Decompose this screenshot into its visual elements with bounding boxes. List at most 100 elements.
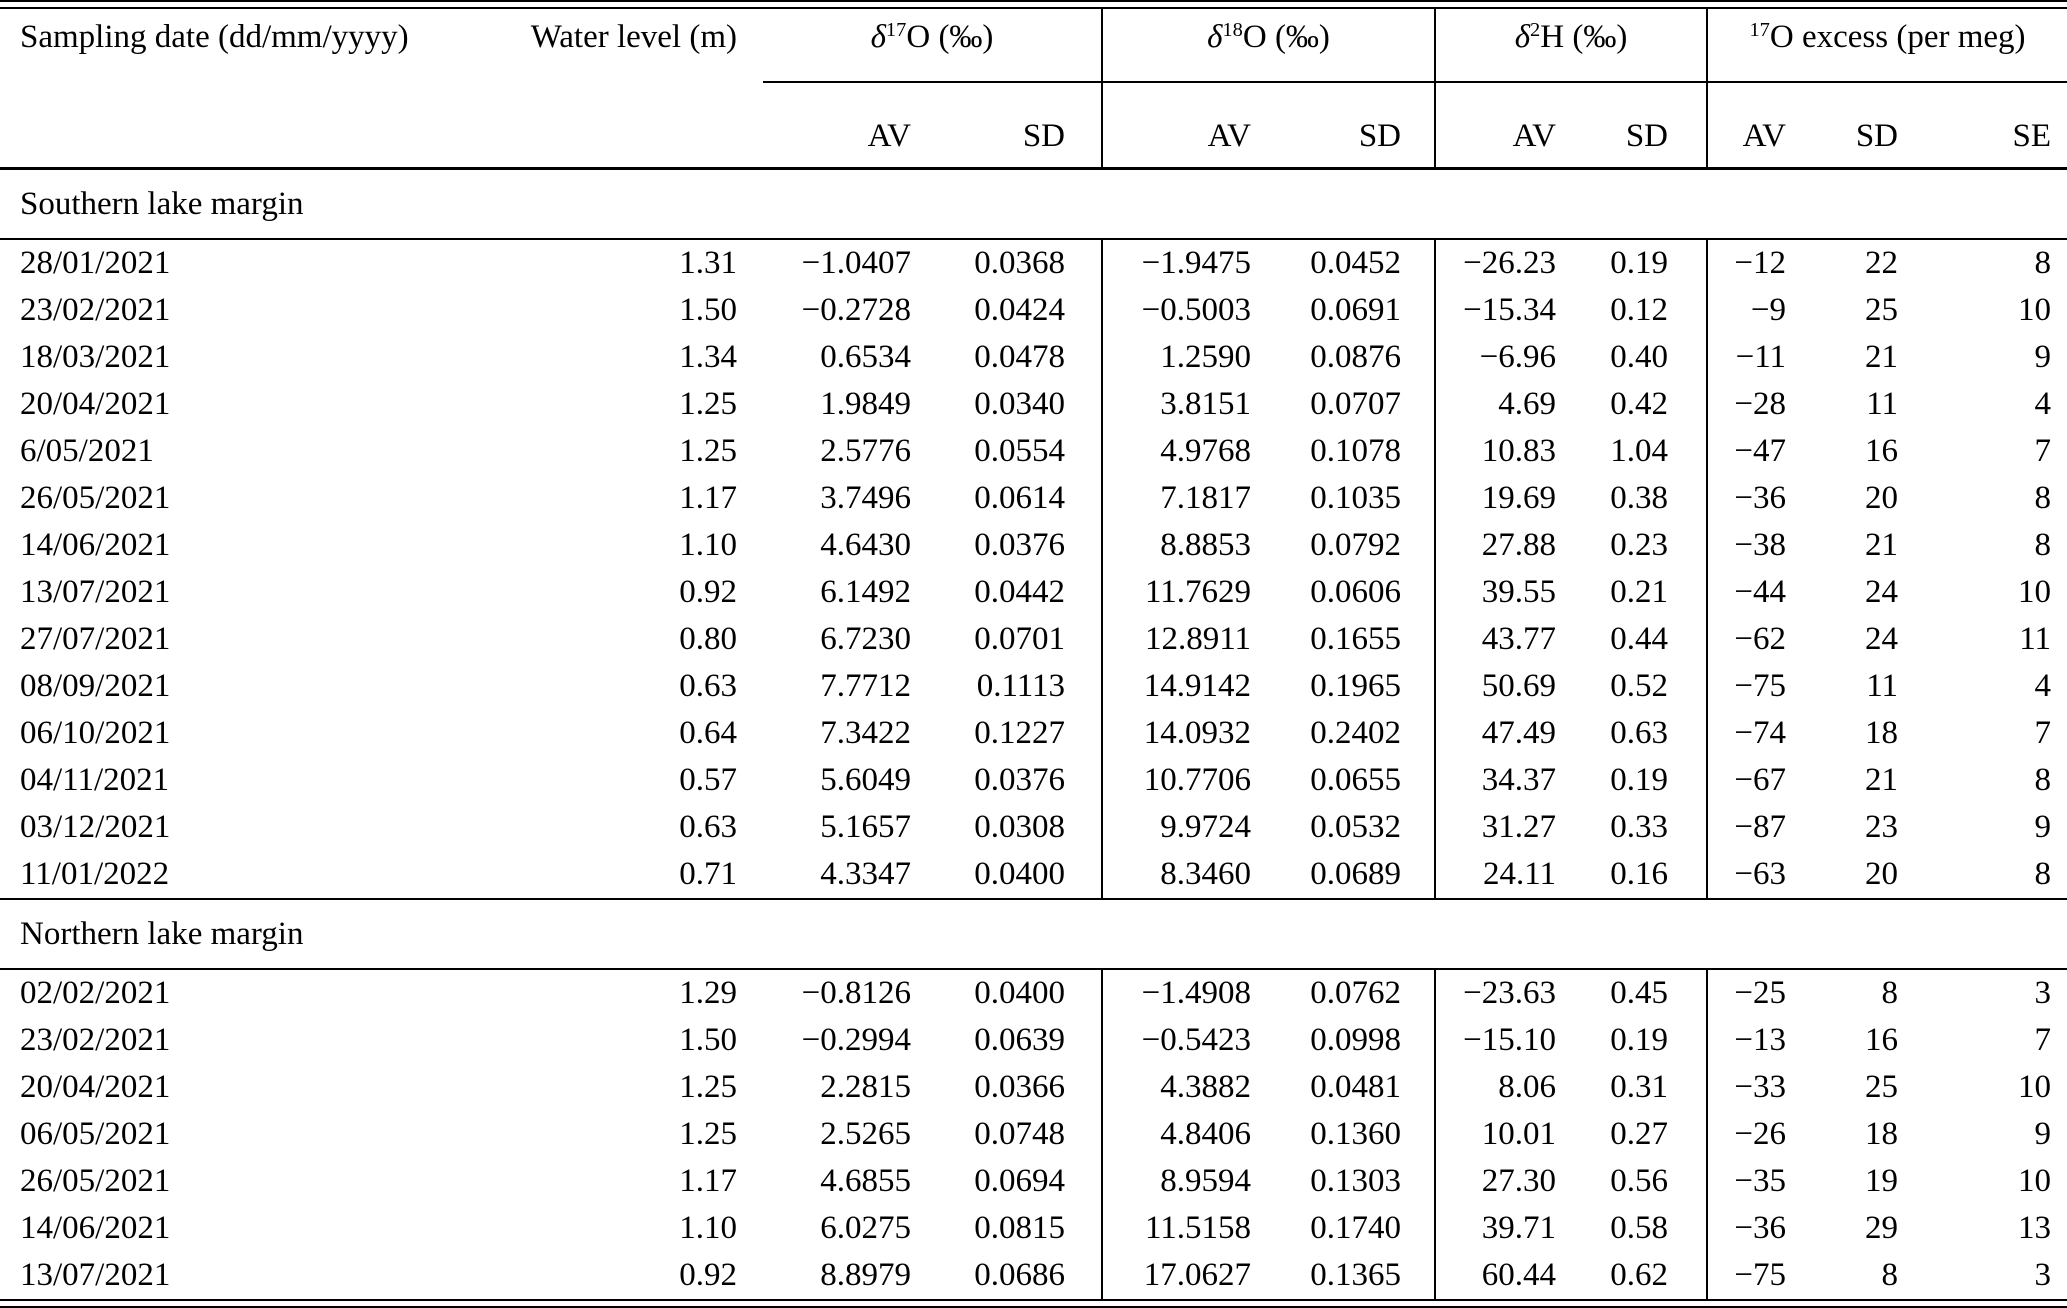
value-cell: −0.2728: [801, 292, 911, 328]
group-header-17o-excess: 17O excess (per meg): [1706, 9, 2067, 83]
value-cell: 11: [1866, 386, 1898, 422]
value-cell: 8: [1881, 1257, 1899, 1293]
value-cell: 0.0707: [1310, 386, 1401, 422]
value-cell: 11.5158: [1101, 1205, 1255, 1252]
value-cell: 4.69: [1434, 381, 1560, 428]
group-header-row: Sampling date (dd/mm/yyyy) Water level (…: [0, 9, 2067, 170]
value-cell: 1.10: [679, 527, 737, 563]
value-cell: 0.0792: [1310, 527, 1401, 563]
value-cell: 4: [2034, 386, 2052, 422]
value-cell: 0.19: [1610, 245, 1668, 281]
sub-header-d17o-av: AV: [763, 82, 915, 170]
value-cell: 0.0762: [1310, 975, 1401, 1011]
value-cell: −0.8126: [801, 975, 911, 1011]
value-cell: 0.0442: [974, 574, 1065, 610]
value-cell: 0.0691: [1310, 292, 1401, 328]
table-row: 28/01/2021 1.31 −1.0407 0.0368 −1.9475 0.0452…: [0, 239, 2067, 287]
section-title: Southern lake margin: [0, 167, 2067, 240]
table-row: 13/07/2021 0.92 8.8979 0.0686 17.0627 0.1365 6…: [0, 1252, 2067, 1299]
value-cell: −74: [1706, 710, 1790, 757]
value-cell: 7.7712: [820, 668, 911, 704]
value-cell: 0.42: [1610, 386, 1668, 422]
value-cell: 25: [1865, 292, 1898, 328]
sampling-date-cell: 27/07/2021: [20, 621, 171, 657]
value-cell: 0.21: [1610, 574, 1668, 610]
value-cell: 0.0554: [974, 433, 1065, 469]
value-cell: 4.6855: [820, 1163, 911, 1199]
table-row: 27/07/2021 0.80 6.7230 0.0701 12.8911 0.1655 4…: [0, 616, 2067, 663]
value-cell: 0.19: [1610, 762, 1668, 798]
sampling-date-cell: 20/04/2021: [20, 1069, 171, 1105]
table-row: 06/10/2021 0.64 7.3422 0.1227 14.0932 0.2402 4…: [0, 710, 2067, 757]
table-row: 06/05/2021 1.25 2.5265 0.0748 4.8406 0.1360 10…: [0, 1111, 2067, 1158]
value-cell: 29: [1865, 1210, 1898, 1246]
value-cell: 0.1035: [1310, 480, 1401, 516]
value-cell: 21: [1865, 339, 1898, 375]
sub-header-d17o-sd: SD: [915, 82, 1102, 170]
table-row: 23/02/2021 1.50 −0.2728 0.0424 −0.5003 0.0691…: [0, 287, 2067, 334]
column-header-sampling-date: Sampling date (dd/mm/yyyy): [0, 9, 450, 170]
value-cell: 0.1360: [1310, 1116, 1401, 1152]
sampling-date-cell: 06/05/2021: [20, 1116, 171, 1152]
value-cell: 12.8911: [1101, 616, 1255, 663]
superscript-17: 17: [1749, 18, 1770, 41]
table-row: 13/07/2021 0.92 6.1492 0.0442 11.7629 0.0606 3…: [0, 569, 2067, 616]
value-cell: 7: [2034, 1022, 2052, 1058]
value-cell: 8: [2034, 856, 2052, 892]
table-row: 6/05/2021 1.25 2.5776 0.0554 4.9768 0.1078 10.…: [0, 428, 2067, 475]
sub-header-17ox-sd: SD: [1790, 82, 1900, 170]
sampling-date-cell: 23/02/2021: [20, 292, 171, 328]
value-cell: 0.0686: [974, 1257, 1065, 1293]
value-cell: 1.31: [679, 245, 737, 281]
value-cell: 0.64: [679, 715, 737, 751]
value-cell: 0.0998: [1310, 1022, 1401, 1058]
value-cell: 24: [1865, 621, 1898, 657]
value-cell: 4.6430: [820, 527, 911, 563]
value-cell: 4.9768: [1101, 428, 1255, 475]
value-cell: 1.50: [679, 1022, 737, 1058]
value-cell: −62: [1706, 616, 1790, 663]
value-cell: 21: [1865, 762, 1898, 798]
value-cell: 1.04: [1610, 433, 1668, 469]
value-cell: 1.10: [679, 1210, 737, 1246]
sampling-date-cell: 20/04/2021: [20, 386, 171, 422]
value-cell: 19: [1865, 1163, 1898, 1199]
sampling-date-cell: 02/02/2021: [20, 975, 171, 1011]
value-cell: 39.55: [1434, 569, 1560, 616]
sub-header-d2h-sd: SD: [1560, 82, 1707, 170]
value-cell: 25: [1865, 1069, 1898, 1105]
group-header-text: O (‰): [1242, 19, 1330, 55]
value-cell: 8: [2034, 762, 2052, 798]
value-cell: 0.0368: [974, 245, 1065, 281]
value-cell: −1.4908: [1101, 969, 1255, 1017]
value-cell: 0.1303: [1310, 1163, 1401, 1199]
superscript-18: 18: [1222, 18, 1243, 41]
value-cell: 0.31: [1610, 1069, 1668, 1105]
table-row: 20/04/2021 1.25 2.2815 0.0366 4.3882 0.0481 8.…: [0, 1064, 2067, 1111]
value-cell: 9: [2034, 1116, 2052, 1152]
value-cell: 3.7496: [820, 480, 911, 516]
value-cell: 0.0614: [974, 480, 1065, 516]
table-top-rule-outer: [0, 0, 2067, 2]
value-cell: 0.92: [679, 1257, 737, 1293]
group-header-d17o: δ17O (‰): [763, 9, 1102, 83]
value-cell: 14.0932: [1101, 710, 1255, 757]
value-cell: 1.34: [679, 339, 737, 375]
value-cell: 14.9142: [1101, 663, 1255, 710]
value-cell: 18: [1865, 1116, 1898, 1152]
value-cell: 0.0400: [974, 856, 1065, 892]
value-cell: 0.38: [1610, 480, 1668, 516]
sub-header-d18o-sd: SD: [1255, 82, 1435, 170]
value-cell: 0.0340: [974, 386, 1065, 422]
value-cell: 6.1492: [820, 574, 911, 610]
value-cell: 0.0366: [974, 1069, 1065, 1105]
value-cell: 10: [2018, 1163, 2051, 1199]
value-cell: 9: [2034, 809, 2052, 845]
value-cell: 0.6534: [820, 339, 911, 375]
value-cell: 10.7706: [1101, 757, 1255, 804]
value-cell: −23.63: [1434, 969, 1560, 1017]
value-cell: 11: [1866, 668, 1898, 704]
value-cell: 8.3460: [1101, 851, 1255, 899]
table-top-rule-inner: [0, 7, 2067, 9]
sampling-date-cell: 03/12/2021: [20, 809, 171, 845]
